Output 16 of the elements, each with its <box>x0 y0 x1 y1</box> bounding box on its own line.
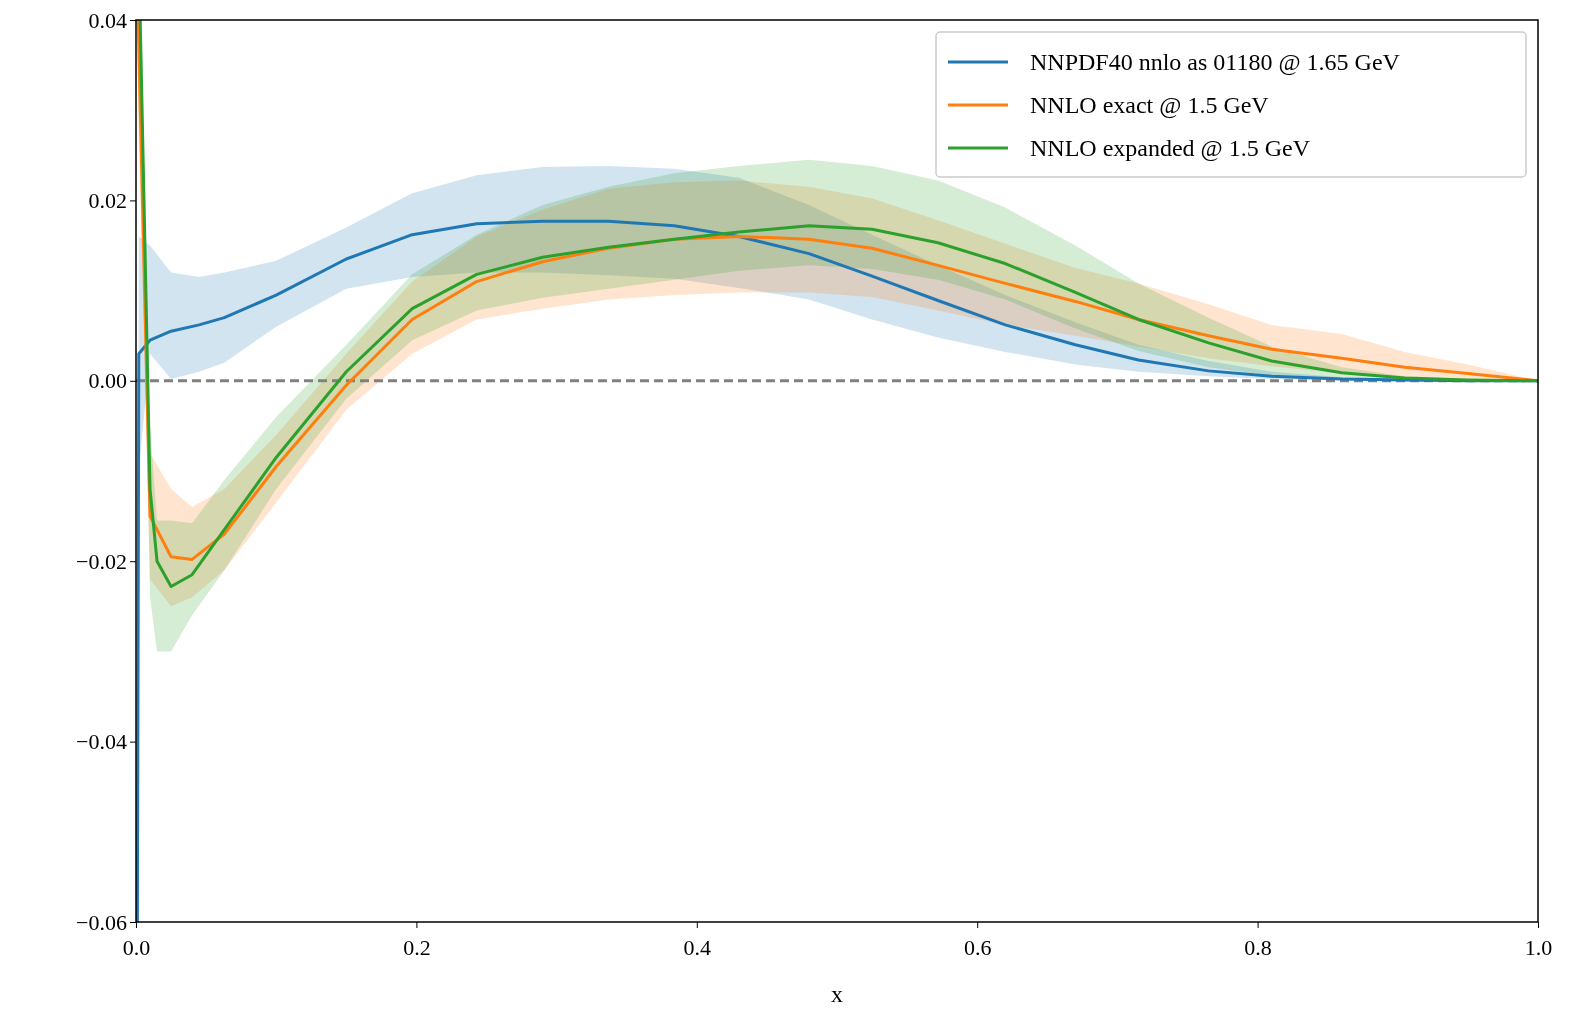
y-tick-label: 0.04 <box>88 7 127 33</box>
x-tick-label: 0.2 <box>403 935 431 961</box>
y-tick-label: 0.00 <box>88 368 127 394</box>
y-tick-label: −0.06 <box>76 909 127 935</box>
x-tick-label: 0.6 <box>963 935 992 961</box>
legend-label: NNPDF40 nnlo as 01180 @ 1.65 GeV <box>1030 49 1401 75</box>
legend-label: NNLO expanded @ 1.5 GeV <box>1030 135 1311 161</box>
y-tick-label: 0.02 <box>88 187 127 213</box>
legend-label: NNLO exact @ 1.5 GeV <box>1030 92 1270 118</box>
x-tick-label: 0.4 <box>683 935 712 961</box>
x-tick-label: 1.0 <box>1524 935 1553 961</box>
y-tick-label: −0.02 <box>76 548 127 574</box>
y-tick-label: −0.04 <box>76 729 127 755</box>
x-tick-label: 0.8 <box>1244 935 1272 961</box>
x-axis-title: x <box>831 981 843 1007</box>
x-tick-label: 0.0 <box>122 935 151 961</box>
